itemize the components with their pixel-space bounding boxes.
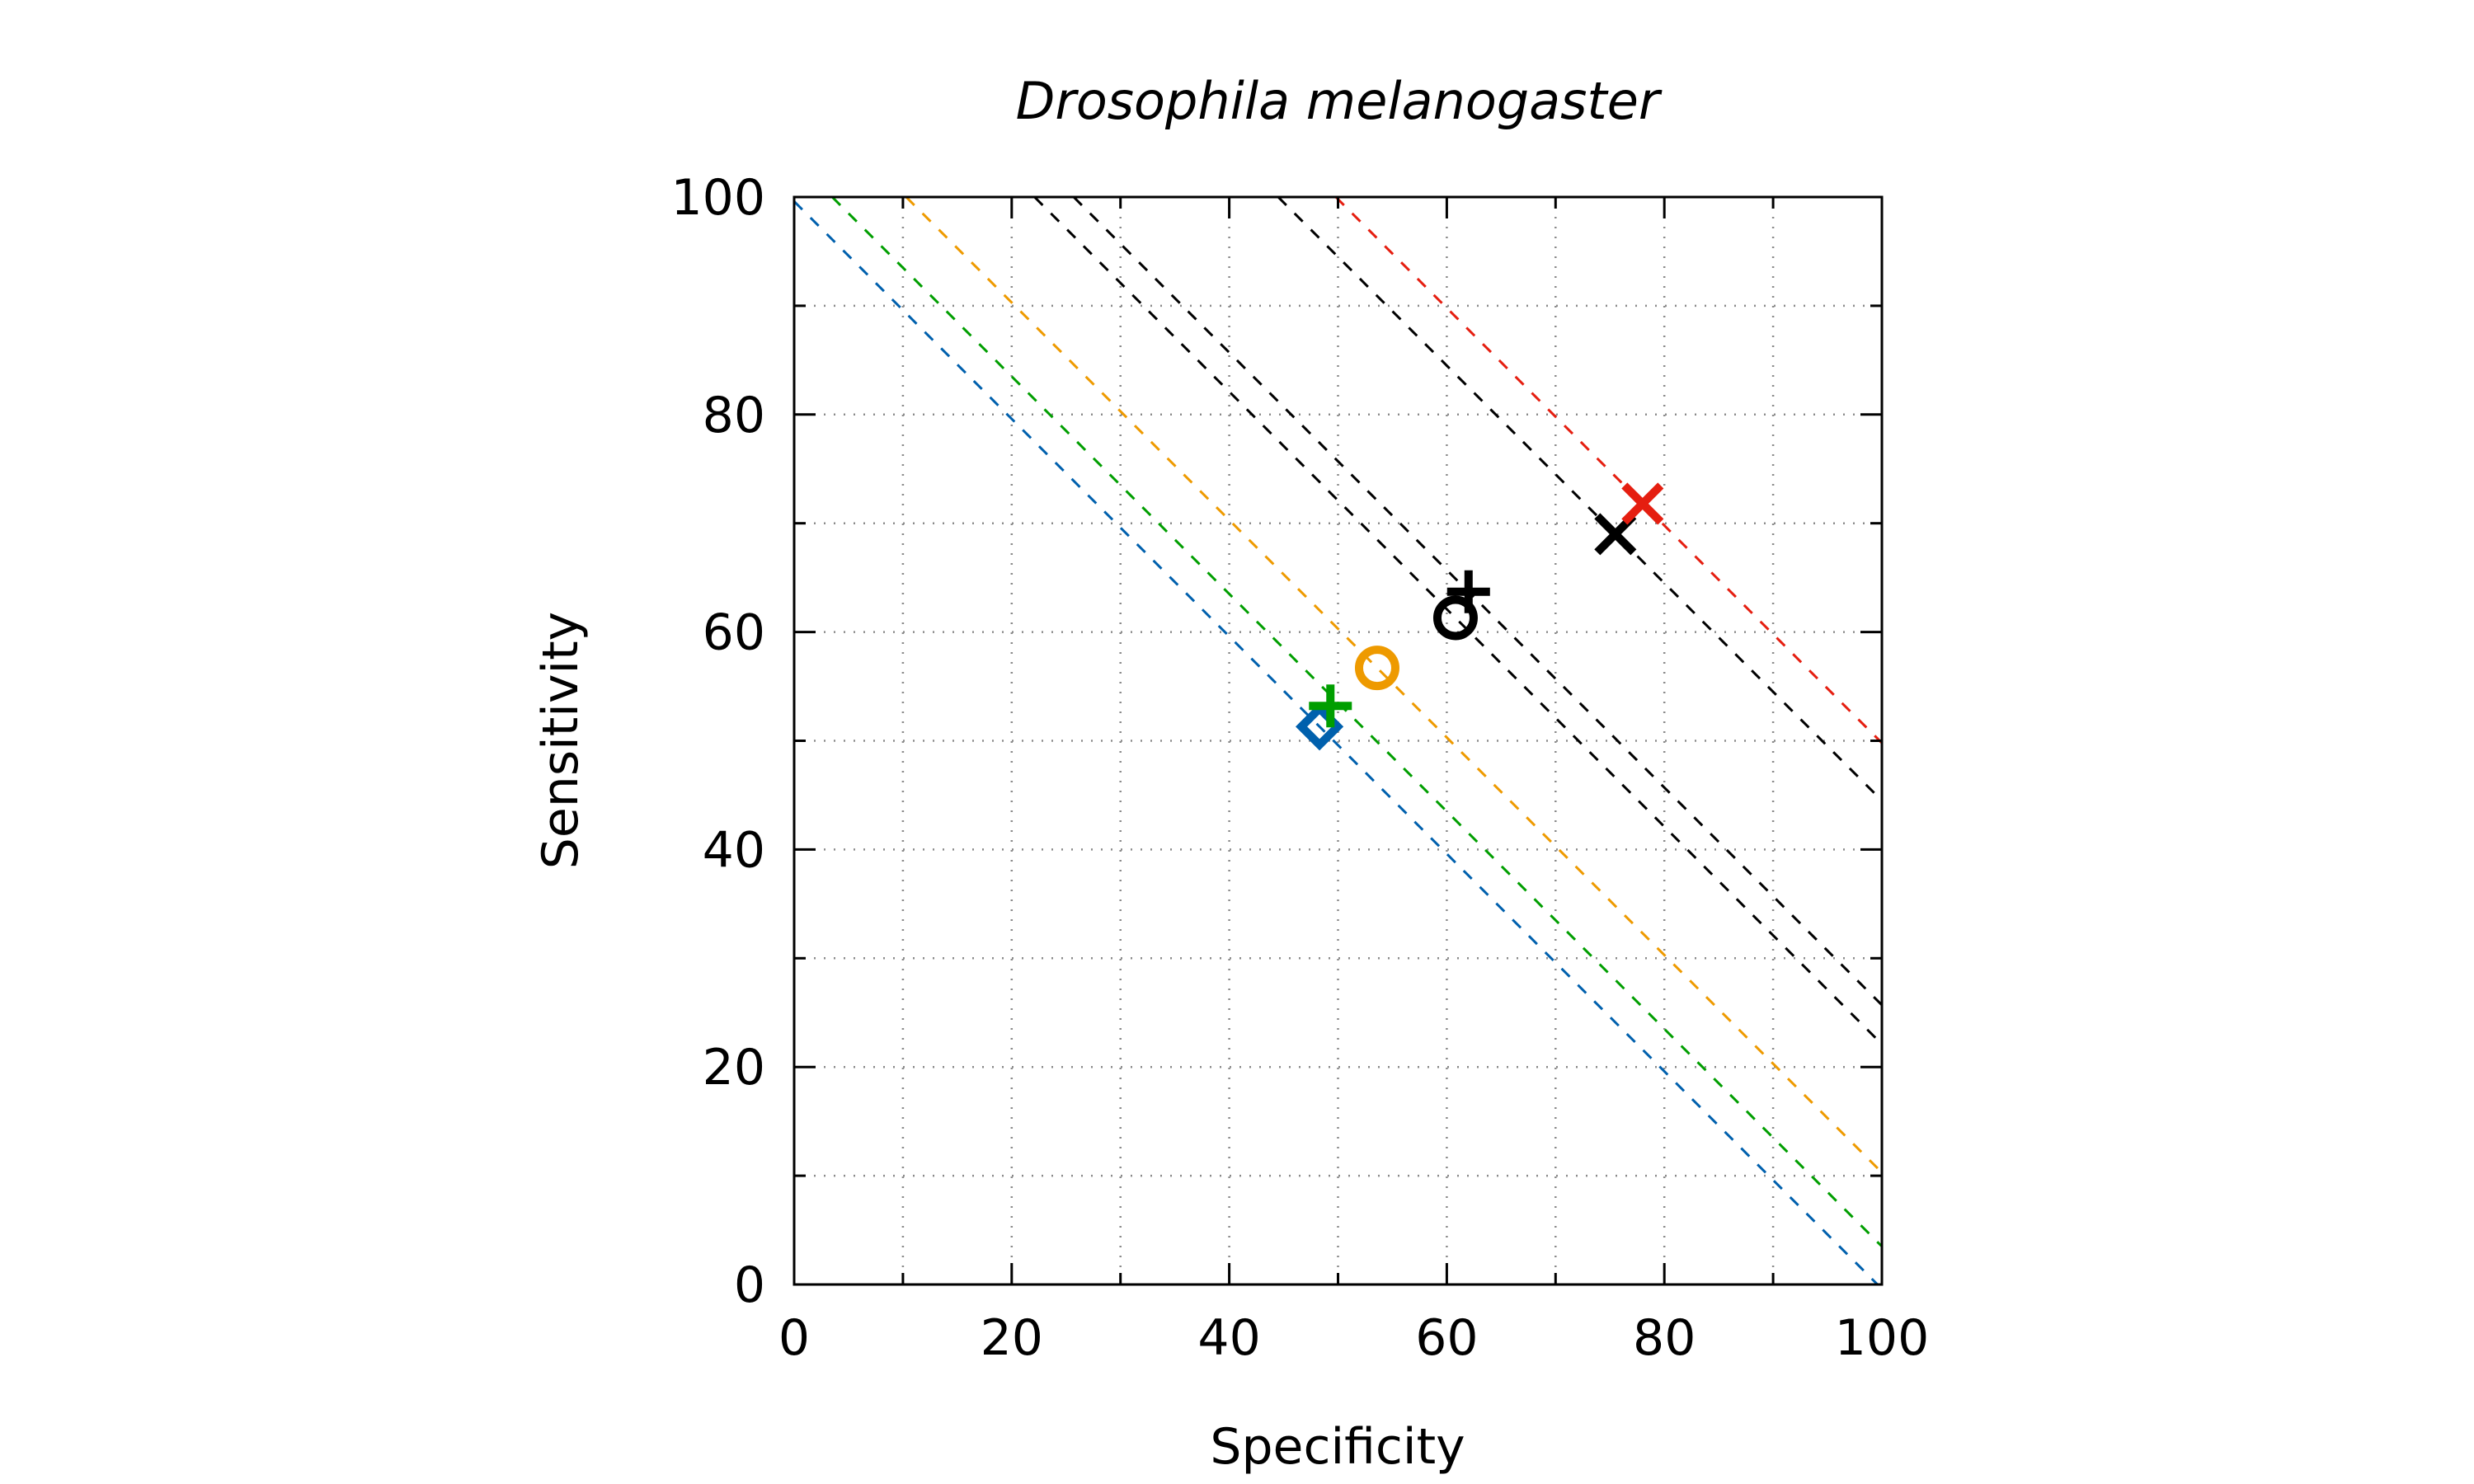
reference-line [794,200,1879,1284]
reference-line [1334,197,1882,744]
circle-marker [1432,595,1478,641]
reference-line [1277,197,1882,802]
x-tick-label: 40 [1197,1309,1260,1367]
y-axis-title: Sensitivity [532,612,590,869]
reference-line [1072,197,1882,1007]
data-point [1309,684,1352,728]
circle-marker [1354,646,1399,691]
y-tick-label: 80 [703,387,765,444]
data-point [1446,570,1490,613]
reference-lines [794,197,1882,1284]
reference-line [905,197,1882,1174]
x-tick-label: 0 [778,1309,810,1367]
cross-marker-b [1621,482,1664,525]
y-tick-label: 100 [670,169,765,227]
x-tick-label: 60 [1415,1309,1478,1367]
y-tick-label: 20 [703,1039,765,1097]
y-tick-label: 60 [703,604,765,662]
x-tick-label: 20 [981,1309,1043,1367]
x-tick-label: 100 [1835,1309,1930,1367]
reference-line [1033,197,1882,1045]
data-points [1296,482,1664,751]
y-tick-label: 0 [734,1256,765,1314]
axis-ticks: 0 20 40 60 80 100 0 20 40 60 80 100 [670,169,1929,1367]
x-tick-label: 80 [1633,1309,1696,1367]
chart-title: Drosophila melanogaster [1016,71,1663,131]
y-tick-label: 40 [703,821,765,879]
data-point [1621,482,1664,525]
plot-frame [793,195,1884,1286]
reference-line [831,197,1882,1247]
data-point [1354,646,1399,691]
x-axis-title: Specificity [1210,1418,1465,1476]
data-point [1432,595,1478,641]
grid [794,197,1882,1284]
